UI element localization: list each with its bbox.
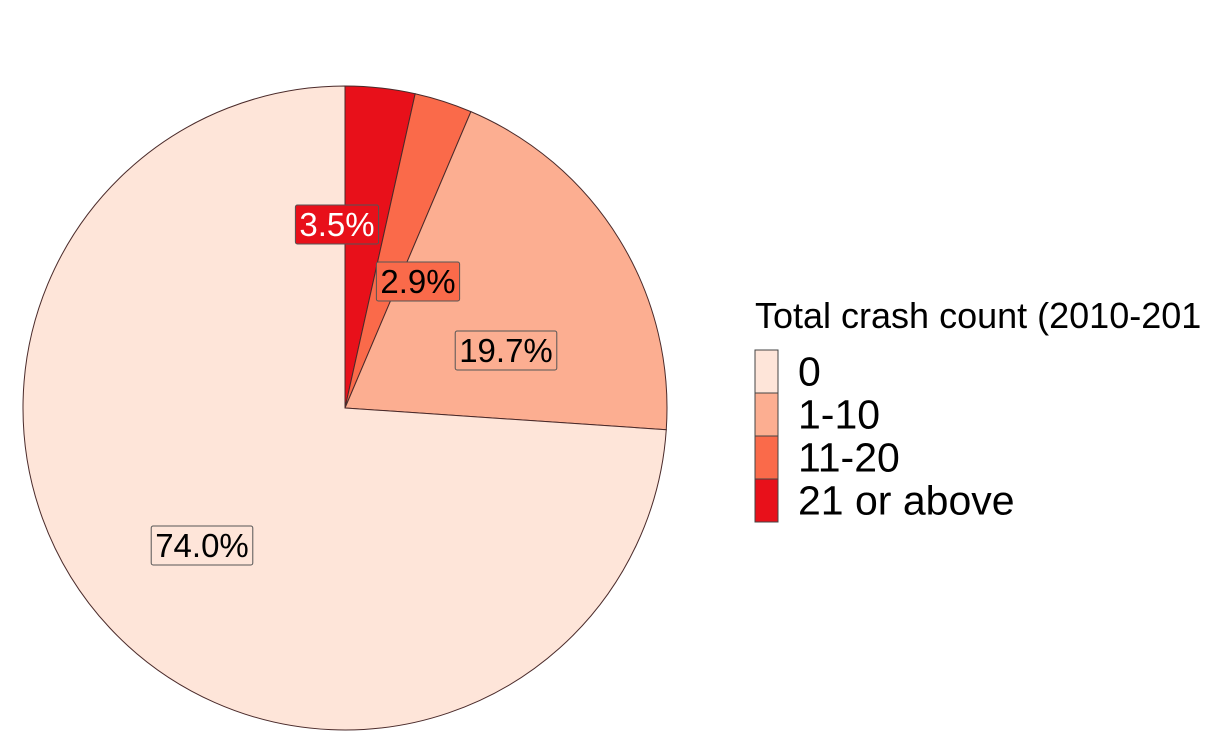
legend-label-11-20: 11-20: [798, 435, 900, 481]
legend-label-0: 0: [798, 349, 821, 395]
pie-label-text: 3.5%: [299, 206, 374, 243]
pie-label-text: 2.9%: [380, 263, 455, 300]
pie-slice-1-10: [344, 110, 668, 431]
pie-label-0: 74.0%: [150, 525, 254, 566]
pie-label-box: [150, 525, 254, 566]
legend-swatch-1-10: [754, 392, 779, 437]
legend-swatch-0: [754, 349, 779, 394]
pie-label-box: [454, 330, 558, 371]
legend-title: Total crash count (2010-201: [755, 295, 1201, 336]
legend-label-1-10: 1-10: [798, 392, 880, 438]
pie-label-21-or-above: 3.5%: [294, 204, 380, 245]
pie-label-box: [294, 204, 380, 245]
pie-label-1-10: 19.7%: [454, 330, 558, 371]
pie-labels: 3.5%2.9%19.7% 74.0%: [150, 204, 558, 566]
pie-label-text: 19.7%: [459, 332, 553, 369]
pie-label-box: [375, 261, 461, 302]
legend: Total crash count (2010-201 01-1011-2021…: [754, 295, 1201, 524]
pie-slices: [22, 85, 668, 731]
pie-label-text: 74.0%: [155, 527, 249, 564]
legend-swatch-11-20: [754, 435, 779, 480]
pie-label-11-20: 2.9%: [375, 261, 461, 302]
pie-slice-0: [22, 85, 667, 731]
legend-label-21-or-above: 21 or above: [798, 478, 1015, 524]
legend-swatch-21-or-above: [754, 478, 779, 523]
